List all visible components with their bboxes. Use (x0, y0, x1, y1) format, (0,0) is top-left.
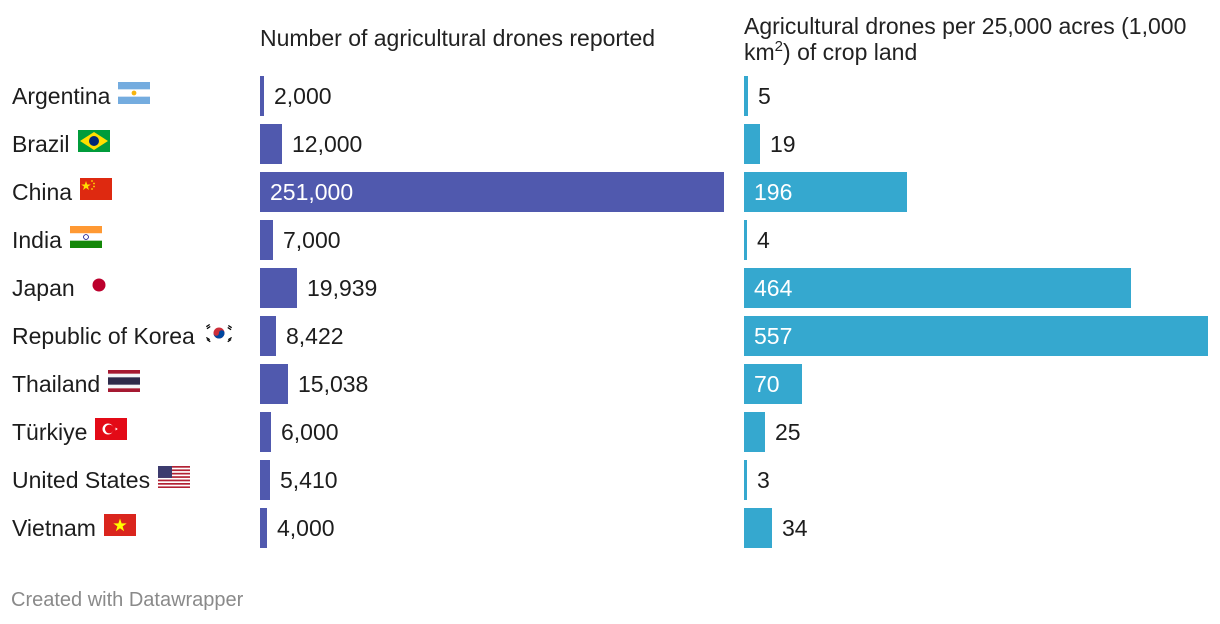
count-value-label-7: 6,000 (281, 419, 339, 445)
density-bar-6 (744, 364, 802, 404)
density-value-label-3: 4 (757, 227, 770, 253)
count-bar-1 (260, 124, 282, 164)
count-value-label-2: 251,000 (270, 179, 354, 205)
category-label-row: Türkiye (12, 412, 128, 452)
count-bar-8 (260, 460, 270, 500)
count-value-label-0: 2,000 (274, 83, 332, 109)
count-bar-9 (260, 508, 267, 548)
category-label-row: Argentina (12, 76, 151, 116)
count-bar-3 (260, 220, 273, 260)
category-label: Argentina (12, 82, 111, 109)
category-label: Türkiye (12, 418, 88, 445)
density-value-label-1: 19 (770, 131, 796, 157)
category-label: Vietnam (12, 514, 96, 541)
count-value-label-5: 8,422 (286, 323, 344, 349)
count-value-label-3: 7,000 (283, 227, 341, 253)
count-bar-7 (260, 412, 271, 452)
turkiye-flag-icon (95, 418, 128, 446)
count-value-label-6: 15,038 (298, 371, 369, 397)
japan-flag-icon (82, 274, 115, 302)
column-title-superscript: 2 (774, 38, 784, 55)
category-label: Republic of Korea (12, 322, 195, 349)
density-bar-8 (744, 460, 747, 500)
column-title-drones-per-area: Agricultural drones per 25,000 acres (1,… (744, 13, 1214, 65)
column-title-drones-per-area-text: Agricultural drones per 25,000 acres (1,… (744, 13, 1187, 65)
density-bar-9 (744, 508, 772, 548)
category-label-row: China (12, 172, 113, 212)
category-label-row: Japan (12, 268, 115, 308)
category-label-row: Brazil (12, 124, 110, 164)
category-label: United States (12, 466, 151, 493)
count-bar-2 (260, 172, 724, 212)
korea-flag-icon (202, 322, 235, 350)
density-value-label-9: 34 (782, 515, 808, 541)
brazil-flag-icon (77, 130, 110, 158)
count-bar-4 (260, 268, 297, 308)
count-value-label-8: 5,410 (280, 467, 338, 493)
count-value-label-4: 19,939 (307, 275, 378, 301)
density-value-label-0: 5 (758, 83, 771, 109)
count-bar-5 (260, 316, 276, 356)
united-states-flag-icon (158, 466, 191, 494)
argentina-flag-icon (118, 82, 151, 110)
density-value-label-2: 196 (754, 179, 793, 205)
density-value-label-6: 70 (754, 371, 780, 397)
density-bar-0 (744, 76, 748, 116)
density-value-label-5: 557 (754, 323, 793, 349)
category-label: China (12, 178, 73, 205)
density-bar-4 (744, 268, 1131, 308)
credit-text[interactable]: Created with Datawrapper (11, 589, 244, 611)
category-label: Brazil (12, 130, 70, 157)
china-flag-icon (80, 178, 113, 206)
vietnam-flag-icon (103, 514, 136, 542)
category-label-row: United States (12, 460, 191, 500)
india-flag-icon (69, 226, 102, 254)
density-value-label-4: 464 (754, 275, 793, 301)
density-value-label-8: 3 (757, 467, 770, 493)
column-title-drone-count: Number of agricultural drones reported (260, 25, 656, 51)
thailand-flag-icon (108, 370, 141, 398)
category-label: India (12, 226, 62, 253)
category-label: Thailand (12, 370, 101, 397)
count-bar-0 (260, 76, 264, 116)
density-bar-2 (744, 172, 907, 212)
category-label-row: India (12, 220, 102, 260)
density-value-label-7: 25 (775, 419, 801, 445)
density-bar-3 (744, 220, 747, 260)
count-value-label-1: 12,000 (292, 131, 363, 157)
category-label-row: Vietnam (12, 508, 136, 548)
category-label-row: Republic of Korea (12, 316, 235, 356)
count-value-label-9: 4,000 (277, 515, 335, 541)
density-bar-5 (744, 316, 1208, 356)
density-bar-1 (744, 124, 760, 164)
column-title-drones-per-area-end: ) of crop land (783, 39, 918, 65)
density-bar-7 (744, 412, 765, 452)
category-label-row: Thailand (12, 364, 141, 404)
category-label: Japan (12, 274, 75, 301)
count-bar-6 (260, 364, 288, 404)
